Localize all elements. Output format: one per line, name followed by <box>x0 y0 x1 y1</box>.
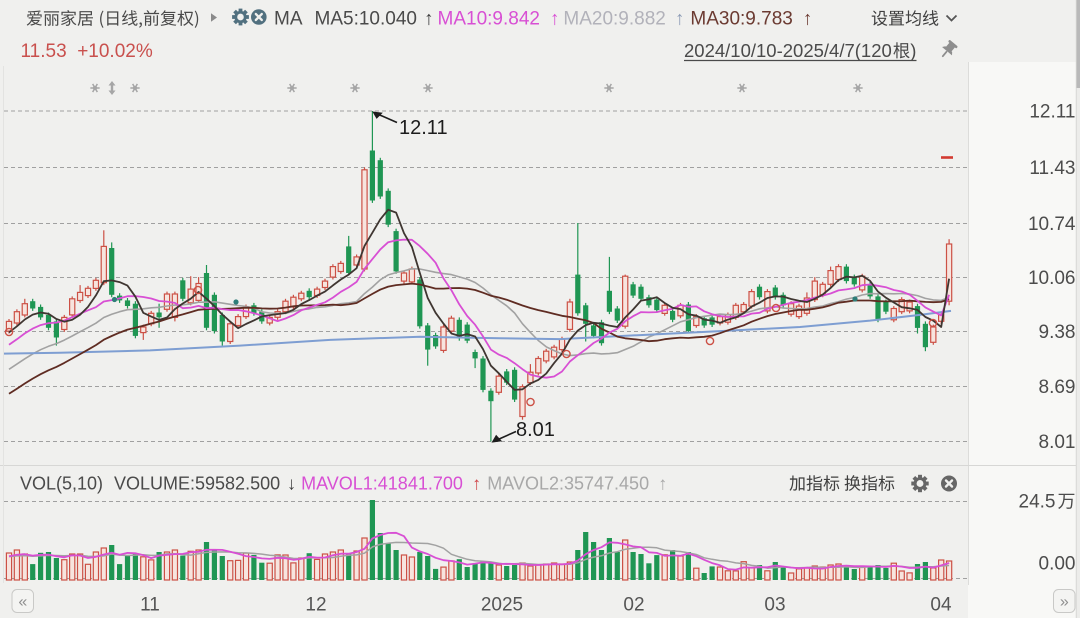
svg-text:8.01: 8.01 <box>1039 432 1076 453</box>
svg-text:12.11: 12.11 <box>1029 102 1075 123</box>
svg-text:»: » <box>1060 594 1069 611</box>
svg-text:↑: ↑ <box>658 474 667 494</box>
svg-text:MA: MA <box>274 9 303 30</box>
svg-text:8.01: 8.01 <box>516 419 555 441</box>
svg-text:↑: ↑ <box>472 474 481 494</box>
svg-text:«: « <box>18 594 27 611</box>
svg-text:2025: 2025 <box>481 595 523 616</box>
svg-text:11: 11 <box>140 595 160 616</box>
svg-text:↑: ↑ <box>675 9 685 30</box>
svg-text:MA20:9.882: MA20:9.882 <box>563 9 665 30</box>
svg-text:03: 03 <box>764 595 785 616</box>
svg-text:↑: ↑ <box>803 9 813 30</box>
svg-text:MAVOL2:35747.450: MAVOL2:35747.450 <box>487 474 649 494</box>
svg-text:0.00: 0.00 <box>1039 554 1076 575</box>
svg-text:24.5: 24.5 <box>1019 492 1056 513</box>
svg-text:8.69: 8.69 <box>1039 377 1076 398</box>
svg-text:9.38: 9.38 <box>1039 322 1076 343</box>
svg-text:MAVOL1:41841.700: MAVOL1:41841.700 <box>301 474 463 494</box>
svg-text:11.43: 11.43 <box>1029 158 1075 179</box>
svg-text:2024/10/10-2025/4/7(120: 2024/10/10-2025/4/7(120 <box>684 40 892 61</box>
svg-text:10.74: 10.74 <box>1028 214 1076 235</box>
svg-text:VOL(5,10): VOL(5,10) <box>20 474 103 494</box>
svg-text:↑: ↑ <box>424 9 434 30</box>
svg-text:04: 04 <box>930 595 952 616</box>
svg-text:MA30:9.783: MA30:9.783 <box>690 9 792 30</box>
svg-text:↑: ↑ <box>550 9 560 30</box>
svg-text:10.06: 10.06 <box>1028 268 1076 289</box>
svg-text:02: 02 <box>623 595 644 616</box>
svg-text:VOLUME:59582.500: VOLUME:59582.500 <box>114 474 280 494</box>
svg-text:↓: ↓ <box>287 474 296 494</box>
svg-text:): ) <box>910 40 916 61</box>
svg-text:MA10:9.842: MA10:9.842 <box>438 9 540 30</box>
svg-text:MA5:10.040: MA5:10.040 <box>315 9 417 30</box>
svg-text:12: 12 <box>305 595 326 616</box>
svg-text:11.53 +10.02%: 11.53 +10.02% <box>21 41 153 62</box>
svg-text:12.11: 12.11 <box>399 117 448 139</box>
